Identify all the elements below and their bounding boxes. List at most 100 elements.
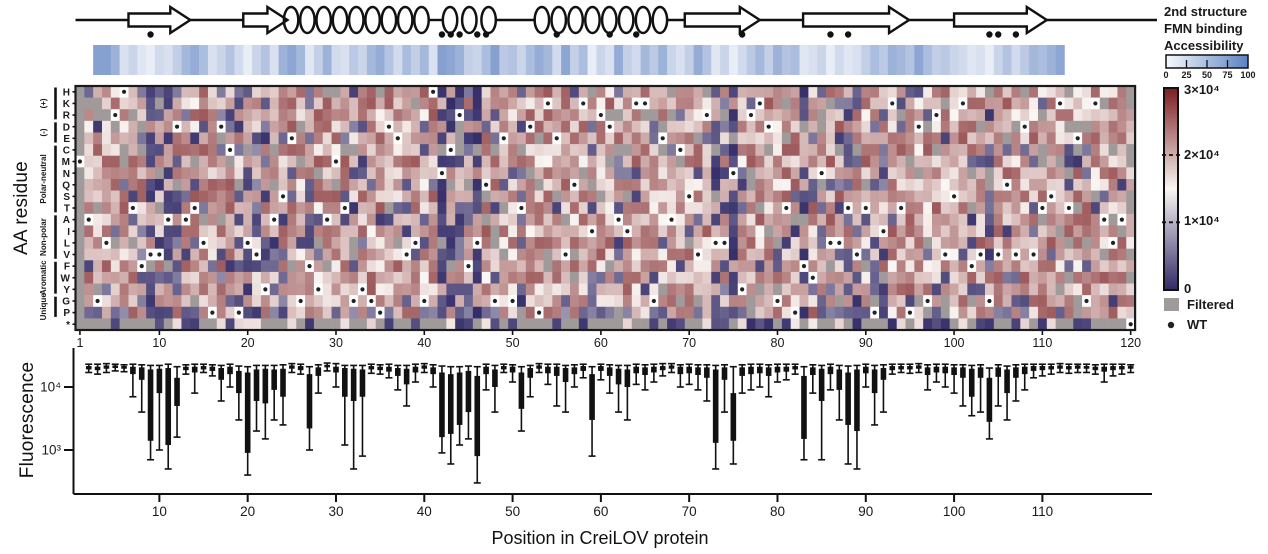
heatmap-cell [737,109,747,122]
heatmap-cell [437,248,447,261]
heatmap-cell [446,202,456,215]
heatmap-cell [1117,144,1127,157]
heatmap-cell [278,295,288,308]
heatmap-cell [296,120,306,133]
heatmap-cell [1117,178,1127,191]
heatmap-cell [1126,120,1136,133]
heatmap-cell [525,306,535,319]
heatmap-cell [1108,318,1118,331]
heatmap-cell [287,155,297,168]
heatmap-cell [490,248,500,261]
heatmap-cell [773,120,783,133]
heatmap-cell [958,178,968,191]
heatmap-cell [949,283,959,296]
heatmap-cell [1055,295,1065,308]
wt-dot [872,310,877,315]
heatmap-cell [305,120,315,133]
heatmap-cell [137,97,147,110]
residue-row-label: H [63,87,70,98]
heatmap-cell [366,271,377,284]
heatmap-cell [561,86,571,98]
heatmap-cell [260,237,271,249]
heatmap-cell [764,190,774,203]
heatmap-cell [331,260,341,273]
heatmap-cell [984,213,995,226]
heatmap-cell [1073,167,1083,180]
heatmap-cell [455,202,465,215]
heatmap-cell [393,109,403,122]
heatmap-cell [949,213,959,226]
residue-row-label: Q [62,180,70,191]
heatmap-cell [1029,225,1039,238]
heatmap-cell [181,86,191,98]
heatmap-cell [596,178,606,191]
heatmap-cell [702,295,712,308]
heatmap-cell [737,271,747,284]
heatmap-cell [366,283,377,296]
heatmap-cell [799,132,809,145]
heatmap-cell [702,190,712,203]
heatmap-cell [366,86,377,98]
heatmap-cell [826,120,836,133]
heatmap-cell [419,237,429,249]
heatmap-cell [313,144,324,157]
heatmap-cell [1126,167,1136,180]
heatmap-cell [1029,97,1039,110]
heatmap-cell [525,86,535,98]
heatmap-cell [667,271,677,284]
heatmap-cell [1002,190,1012,203]
heatmap-cell [790,86,800,98]
heatmap-cell [1090,213,1101,226]
heatmap-cell [826,178,836,191]
heatmap-cell [260,86,271,98]
heatmap-cell [843,225,853,238]
wt-dot [996,252,1001,257]
heatmap-cell [384,97,394,110]
box-iqr [589,374,595,420]
heatmap-cell [702,97,712,110]
heatmap-cell [817,237,827,249]
heatmap-cell [269,132,279,145]
heatmap-cell [119,202,129,215]
heatmap-cell [75,237,85,249]
heatmap-cell [146,271,156,284]
heatmap-cell [728,237,739,249]
heatmap-cell [596,271,606,284]
heatmap-cell [817,178,827,191]
heatmap-cell [667,260,677,273]
heatmap-cell [1090,202,1101,215]
heatmap-cell [349,225,359,238]
heatmap-cell [967,271,977,284]
heatmap-cell [472,178,482,191]
heatmap-cell [305,144,315,157]
heatmap-cell [649,190,659,203]
accessibility-cell [296,45,306,75]
heatmap-cell [808,248,818,261]
wt-dot [333,159,339,164]
heatmap-cell [826,295,836,308]
heatmap-cell [640,155,650,168]
heatmap-cell [340,283,350,296]
heatmap-cell [932,306,942,319]
heatmap-cell [499,248,509,261]
heatmap-cell [640,225,650,238]
heatmap-cell [110,120,120,133]
heatmap-cell [879,260,889,273]
heatmap-cell [384,155,394,168]
heatmap-cell [587,178,597,191]
heatmap-cell [243,213,253,226]
heatmap-cell [569,260,580,273]
heatmap-cell [349,167,359,180]
heatmap-cell [728,132,739,145]
heatmap-cell [569,97,580,110]
heatmap-cell [940,260,950,273]
heatmap-cell [720,248,730,261]
heatmap-cell [199,283,209,296]
heatmap-cell [1002,144,1012,157]
heatmap-cell [190,86,200,98]
heatmap-cell [790,155,800,168]
accessibility-scale-tick-label: 50 [1202,70,1212,80]
heatmap-cell [296,225,306,238]
heatmap-cell [146,178,156,191]
heatmap-cell [569,283,580,296]
